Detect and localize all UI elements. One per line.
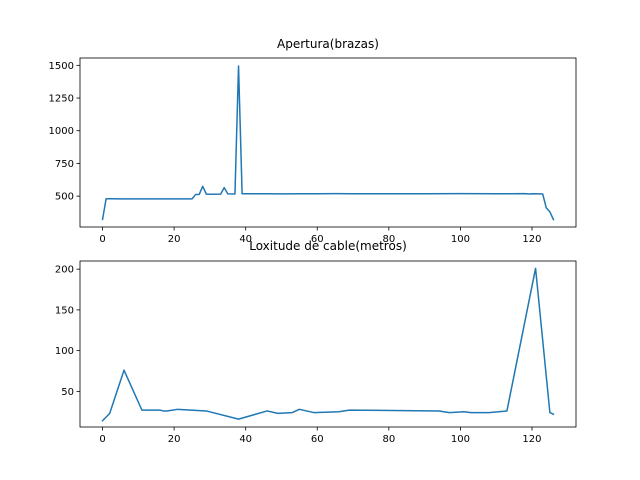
top-chart-x-tick-label: 20 xyxy=(168,234,181,245)
bottom-chart-y-tick-label: 100 xyxy=(55,346,74,357)
bottom-chart-title: Loxitude de cable(metros) xyxy=(249,239,407,253)
bottom-chart-x-tick-label: 40 xyxy=(239,434,252,445)
top-chart-title: Apertura(brazas) xyxy=(277,37,379,51)
bottom-chart-x-tick-label: 100 xyxy=(451,434,470,445)
bottom-chart-y-tick-label: 150 xyxy=(55,305,74,316)
top-chart-x-tick-label: 60 xyxy=(311,234,324,245)
top-chart-y-tick-label: 750 xyxy=(55,159,74,170)
top-chart-axes-frame xyxy=(79,57,577,228)
top-chart-y-tick-label: 1500 xyxy=(49,61,74,72)
bottom-chart-axes-frame xyxy=(79,260,577,428)
top-chart-series-line xyxy=(101,65,555,221)
bottom-chart-x-tick-label: 60 xyxy=(311,434,324,445)
top-chart-ticks: 0 20 40 60 80 100 120 500 750 1000 1250 1500 xyxy=(49,61,542,245)
top-chart-y-tick-label: 1250 xyxy=(49,94,74,105)
top-chart-x-tick-label: 80 xyxy=(382,234,395,245)
top-chart-y-tick-label: 1000 xyxy=(49,126,74,137)
top-chart-panel: Apertura(brazas) 0 20 40 60 80 100 120 500 750 10… xyxy=(49,37,577,245)
bottom-chart-ticks: 0 20 40 60 80 100 120 50 100 150 200 xyxy=(55,265,542,445)
bottom-chart-x-tick-label: 80 xyxy=(382,434,395,445)
top-chart-x-tick-label: 40 xyxy=(239,234,252,245)
bottom-chart-y-tick-label: 200 xyxy=(55,265,74,276)
top-chart-x-tick-label: 0 xyxy=(99,234,105,245)
bottom-chart-panel: Loxitude de cable(metros) 0 20 40 60 80 100 12… xyxy=(55,239,577,445)
bottom-chart-x-tick-label: 0 xyxy=(99,434,105,445)
bottom-chart-y-tick-label: 50 xyxy=(61,387,74,398)
bottom-chart-x-tick-label: 120 xyxy=(522,434,541,445)
top-chart-y-tick-label: 500 xyxy=(55,192,74,203)
top-chart-x-tick-label: 120 xyxy=(522,234,541,245)
top-chart-x-tick-label: 100 xyxy=(451,234,470,245)
bottom-chart-series-line xyxy=(101,267,555,422)
bottom-chart-x-tick-label: 20 xyxy=(168,434,181,445)
